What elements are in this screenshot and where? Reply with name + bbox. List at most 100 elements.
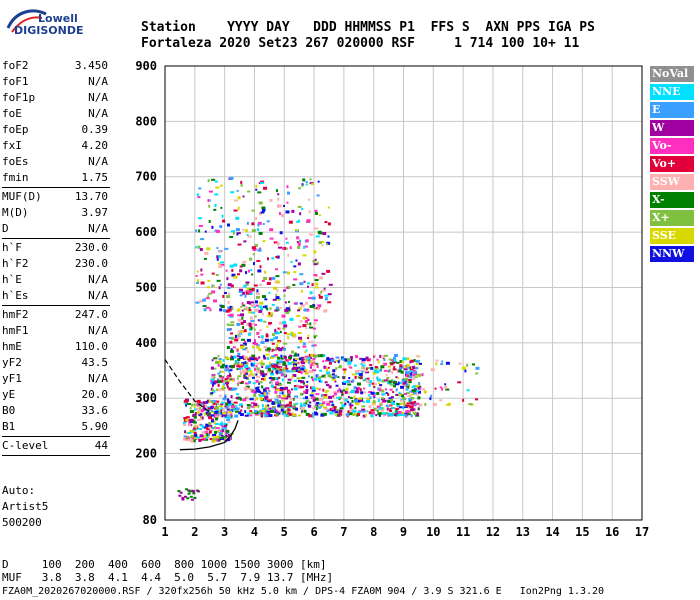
echo-point	[311, 396, 316, 399]
echo-point	[300, 407, 305, 411]
echo-point	[325, 391, 328, 394]
echo-point	[382, 355, 386, 359]
param-row: yF1 N/A	[2, 371, 110, 387]
echo-point	[464, 369, 467, 373]
param-label: M(D)	[2, 206, 29, 219]
echo-point	[367, 394, 370, 397]
echo-point	[295, 367, 299, 370]
echo-point	[379, 369, 383, 372]
echo-point	[196, 426, 199, 430]
echo-point	[400, 370, 404, 374]
echo-point	[280, 405, 285, 409]
param-row: B0 33.6	[2, 403, 110, 419]
echo-point	[366, 359, 370, 362]
param-label: fxI	[2, 139, 22, 152]
echo-point	[211, 374, 216, 377]
echo-point	[283, 355, 287, 359]
echo-point	[358, 397, 363, 400]
echo-point	[268, 362, 271, 366]
echo-point	[364, 409, 367, 412]
echo-point	[327, 206, 330, 209]
echo-point	[263, 392, 266, 396]
echo-point	[254, 323, 258, 326]
echo-point	[271, 303, 275, 306]
echo-point	[305, 369, 308, 373]
echo-point	[327, 383, 330, 386]
echo-point	[210, 378, 215, 382]
echo-point	[285, 241, 289, 244]
echo-point	[399, 364, 403, 368]
echo-point	[193, 406, 196, 409]
echo-point	[335, 384, 339, 387]
echo-point	[331, 404, 335, 407]
echo-point	[261, 279, 265, 282]
echo-point	[241, 367, 244, 370]
echo-point	[240, 313, 245, 317]
echo-point	[334, 361, 337, 364]
echo-point	[268, 311, 271, 315]
echo-point	[222, 397, 227, 401]
echo-point	[236, 232, 239, 236]
echo-point	[278, 376, 281, 379]
echo-point	[225, 402, 229, 406]
echo-point	[227, 300, 230, 304]
echo-point	[351, 373, 356, 376]
echo-point	[302, 358, 307, 361]
echo-point	[215, 388, 218, 391]
echo-point	[308, 404, 312, 408]
echo-point	[413, 370, 418, 374]
echo-point	[235, 334, 240, 337]
echo-point	[298, 187, 302, 190]
divider	[2, 305, 110, 306]
echo-point	[295, 357, 300, 360]
echo-point	[195, 436, 199, 439]
echo-point	[279, 321, 283, 325]
echo-point	[272, 298, 277, 301]
echo-point	[246, 404, 250, 407]
echo-point	[248, 307, 251, 310]
echo-point	[238, 291, 243, 294]
echo-point	[360, 391, 364, 395]
echo-point	[297, 361, 300, 364]
echo-point	[231, 230, 236, 233]
echo-point	[227, 308, 232, 312]
echo-point	[197, 279, 200, 283]
echo-point	[253, 394, 257, 398]
echo-point	[359, 388, 362, 392]
echo-point	[274, 347, 277, 351]
legend-item: NNW	[650, 246, 694, 262]
echo-point	[300, 380, 305, 384]
header-columns: Station YYYY DAY DDD HHMMSS P1 FFS S AXN…	[141, 20, 595, 35]
echo-point	[347, 362, 352, 365]
echo-point	[245, 291, 250, 295]
echo-point	[253, 343, 258, 346]
echo-point	[231, 336, 235, 340]
echo-point	[250, 411, 255, 414]
echo-point	[285, 247, 288, 250]
echo-point	[342, 358, 345, 361]
echo-point	[211, 435, 215, 438]
echo-point	[337, 366, 342, 369]
echo-point	[415, 414, 420, 417]
echo-point	[299, 212, 302, 216]
echo-point	[407, 386, 410, 389]
echo-point	[275, 293, 278, 296]
echo-point	[258, 412, 261, 415]
echo-point	[403, 400, 406, 404]
echo-point	[402, 396, 406, 400]
echo-point	[199, 299, 204, 303]
echo-point	[405, 379, 409, 383]
echo-point	[304, 351, 307, 354]
echo-point	[319, 354, 324, 358]
echo-point	[323, 287, 326, 290]
echo-point	[196, 193, 199, 197]
echo-point	[203, 298, 207, 302]
echo-point	[210, 406, 214, 410]
echo-point	[281, 368, 285, 372]
echo-point	[412, 365, 416, 369]
echo-point	[248, 292, 253, 296]
echo-point	[185, 418, 189, 422]
echo-point	[256, 259, 261, 262]
echo-point	[203, 437, 207, 440]
echo-point	[232, 231, 235, 235]
